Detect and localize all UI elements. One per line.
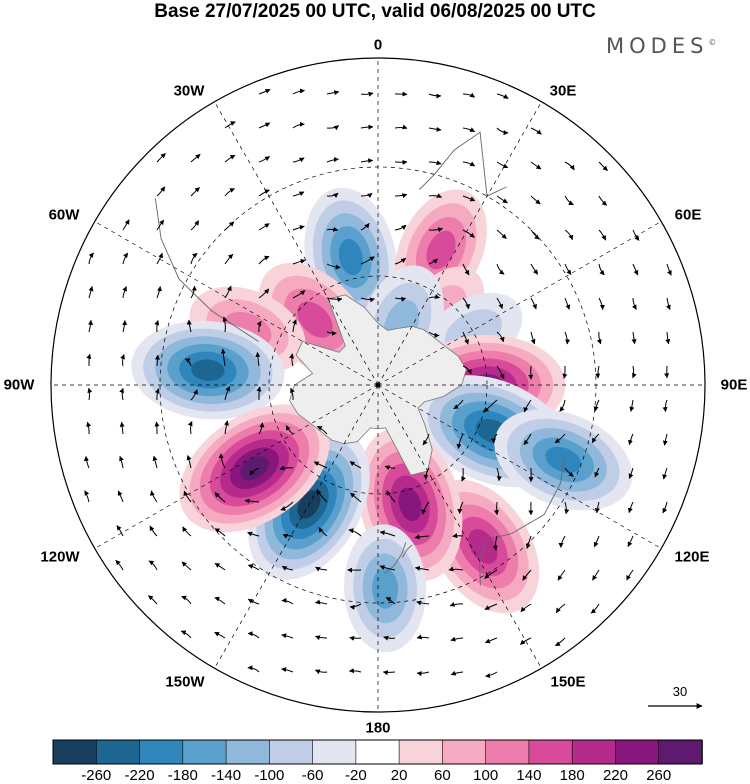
- colorbar-tick-label: -140: [211, 767, 241, 784]
- colorbar-tick-label: 260: [646, 767, 671, 784]
- lon-label-90w: 90W: [4, 377, 35, 394]
- colorbar-swatch: [356, 740, 400, 764]
- colorbar-swatch: [53, 740, 97, 764]
- colorbar-swatch: [572, 740, 616, 764]
- colorbar-swatch: [659, 740, 703, 764]
- colorbar-swatch: [269, 740, 313, 764]
- colorbar-tick-label: 220: [603, 767, 628, 784]
- colorbar-tick-label: -220: [125, 767, 155, 784]
- lon-label-120w: 120W: [40, 549, 79, 566]
- lon-label-120e: 120E: [674, 549, 709, 566]
- lon-label-150e: 150E: [550, 674, 585, 691]
- colorbar-tick-label: -20: [345, 767, 367, 784]
- colorbar-swatch: [183, 740, 227, 764]
- colorbar-tick-label: -100: [254, 767, 284, 784]
- colorbar-swatch: [140, 740, 184, 764]
- colorbar-swatch: [529, 740, 573, 764]
- colorbar-swatch: [313, 740, 357, 764]
- colorbar-swatch: [486, 740, 530, 764]
- colorbar-swatch: [442, 740, 486, 764]
- colorbar: [53, 740, 703, 764]
- lon-label-90e: 90E: [721, 377, 748, 394]
- colorbar-tick-label: 100: [473, 767, 498, 784]
- lon-label-0: 0: [374, 37, 382, 54]
- colorbar-tick-label: 60: [434, 767, 451, 784]
- lon-label-60e: 60E: [675, 207, 702, 224]
- colorbar-tick-label: 140: [516, 767, 541, 784]
- colorbar-swatch: [399, 740, 443, 764]
- lon-label-60w: 60W: [49, 207, 80, 224]
- colorbar-tick-label: 180: [560, 767, 585, 784]
- colorbar-swatch: [616, 740, 660, 764]
- colorbar-tick-label: -260: [81, 767, 111, 784]
- reference-vector: 30: [650, 683, 710, 701]
- south-pole-marker: [376, 383, 381, 388]
- wind-arrow: [453, 536, 463, 537]
- lon-label-180: 180: [365, 720, 390, 737]
- colorbar-swatch: [226, 740, 270, 764]
- colorbar-tick-label: -180: [168, 767, 198, 784]
- colorbar-tick-label: 20: [391, 767, 408, 784]
- colorbar-tick-label: -60: [302, 767, 324, 784]
- wind-arrow: [395, 94, 407, 95]
- lon-label-30w: 30W: [174, 83, 205, 100]
- colorbar-swatch: [96, 740, 140, 764]
- lon-label-150w: 150W: [165, 674, 204, 691]
- lon-label-30e: 30E: [550, 83, 577, 100]
- reference-vector-label: 30: [673, 684, 687, 699]
